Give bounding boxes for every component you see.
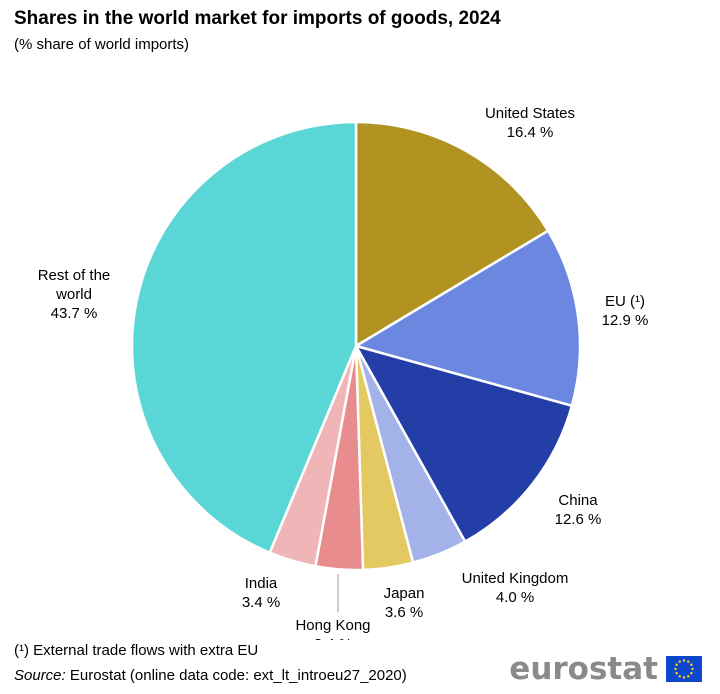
pie-slice-china: [353, 343, 574, 544]
eu-flag-icon: [666, 656, 702, 682]
pie-label-japan: Japan 3.6 %: [384, 585, 425, 621]
chart-subtitle: (% share of world imports): [14, 36, 190, 53]
source-text: Eurostat (online data code: ext_lt_intro…: [65, 667, 407, 684]
eurostat-logo-text: eurostat: [509, 651, 658, 687]
pie-label-india: India 3.4 %: [242, 575, 280, 611]
pie-label-united-states: United States 16.4 %: [485, 105, 575, 141]
footnote: (¹) External trade flows with extra EU: [14, 642, 259, 659]
pie-label-rest-of-the-world: Rest of the world 43.7 %: [38, 267, 111, 322]
pie-slice-eu: [352, 229, 582, 408]
pie-label-united-kingdom: United Kingdom 4.0 %: [462, 570, 569, 606]
pie-label-hong-kong: Hong Kong3.4 %: [295, 617, 370, 640]
source-label: Source:: [14, 667, 66, 684]
pie-label-china: China 12.6 %: [555, 492, 602, 528]
pie-slice-rest-of-the-world: [130, 120, 358, 555]
source-note: Source: Eurostat (online data code: ext_…: [14, 667, 407, 684]
eurostat-logo: eurostat: [509, 652, 702, 686]
pie-slice-united-states: [354, 120, 550, 349]
pie-chart: United States 16.4 % EU (¹) 12.9 % China 12.6…: [38, 105, 649, 640]
pie-label-eu: EU (¹) 12.9 %: [602, 293, 649, 329]
chart-title: Shares in the world market for imports o…: [14, 8, 501, 29]
